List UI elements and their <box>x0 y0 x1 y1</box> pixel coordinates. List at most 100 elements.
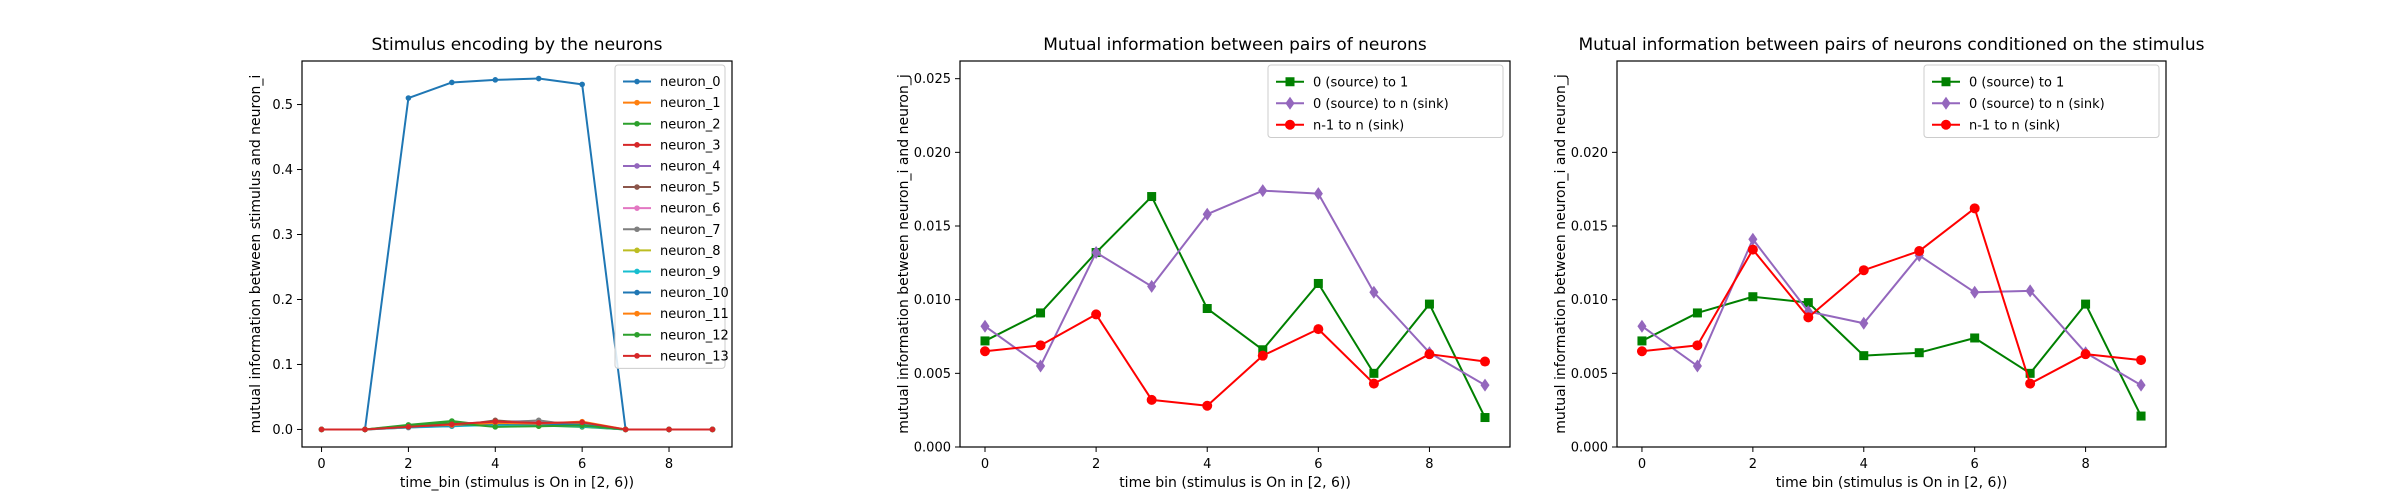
legend-label: neuron_7 <box>660 223 721 238</box>
data-point <box>2136 378 2146 392</box>
data-point <box>492 418 499 425</box>
legend-marker <box>634 353 640 359</box>
series-line-1 <box>984 195 1486 418</box>
legend-marker <box>1941 77 1951 87</box>
series-line-2 <box>1641 238 2142 386</box>
legend-marker <box>634 247 640 254</box>
series-line-3 <box>984 313 1486 407</box>
data-point <box>1369 368 1379 378</box>
data-point <box>1368 378 1379 389</box>
legend-marker <box>634 289 640 296</box>
legend-marker <box>1941 96 1951 110</box>
data-point <box>1257 350 1268 361</box>
legend-label: neuron_12 <box>660 328 729 343</box>
y-tick-label: 0.2 <box>272 293 293 308</box>
x-axis-label: time bin (stimulus is On in [2, 6)) <box>1119 475 1351 491</box>
legend-marker <box>634 163 640 169</box>
legend-marker <box>634 205 640 211</box>
data-point <box>2025 378 2036 389</box>
data-point <box>1637 319 1647 333</box>
y-axis-label: mutual information between neuron_i and … <box>1553 74 1569 434</box>
y-tick-label: 0.5 <box>272 98 293 113</box>
legend-marker <box>1285 119 1295 130</box>
legend-label: neuron_9 <box>660 265 721 280</box>
data-point <box>579 419 585 426</box>
y-tick-label: 0.015 <box>914 220 951 235</box>
data-point <box>2025 368 2035 378</box>
chart-title: Stimulus encoding by the neurons <box>372 35 663 55</box>
x-tick-label: 8 <box>1425 457 1433 472</box>
data-point <box>1692 359 1702 373</box>
x-tick-label: 4 <box>1203 457 1211 472</box>
legend-marker <box>634 226 640 233</box>
legend-label: neuron_11 <box>660 307 729 322</box>
data-point <box>1859 316 1869 330</box>
x-tick-label: 8 <box>665 457 673 472</box>
data-point <box>1969 203 1980 214</box>
data-point <box>2080 349 2091 360</box>
data-point <box>492 424 499 430</box>
series-line-14 <box>321 420 713 431</box>
chart-panel-3: 0 2 4 6 8 0.000 0.005 0.010 0.015 0.020 Mutual inf… <box>1553 35 2205 491</box>
y-tick-label: 0.4 <box>272 163 293 178</box>
y-tick-label: 0.025 <box>914 72 951 87</box>
data-point <box>1480 413 1490 423</box>
data-point <box>1692 340 1703 351</box>
data-point <box>362 426 368 433</box>
legend-marker <box>634 78 640 85</box>
data-point <box>449 79 455 86</box>
data-point <box>709 426 716 433</box>
legend-box <box>1267 64 1504 138</box>
data-point <box>2136 355 2147 366</box>
data-point <box>1035 340 1046 351</box>
data-point <box>1369 285 1379 299</box>
y-tick-label: 0.000 <box>1571 441 1608 456</box>
data-point <box>1202 400 1213 411</box>
x-axis-label: time_bin (stimulus is On in [2, 6)) <box>400 475 634 491</box>
axes-frame <box>301 60 733 448</box>
legend-marker <box>1285 77 1295 87</box>
x-tick-label: 0 <box>981 457 989 472</box>
legend-label: neuron_0 <box>660 75 721 90</box>
data-point <box>318 426 325 433</box>
y-tick-label: 0.000 <box>914 441 951 456</box>
legend-marker <box>634 310 640 317</box>
axes-frame <box>959 60 1511 448</box>
x-tick-label: 2 <box>404 457 412 472</box>
x-tick-label: 6 <box>578 457 586 472</box>
x-tick-label: 2 <box>1092 457 1100 472</box>
legend-label: 0 (source) to n (sink) <box>1313 97 1449 112</box>
data-point <box>2081 299 2091 309</box>
data-point <box>1202 207 1212 221</box>
chart-title: Mutual information between pairs of neur… <box>1579 35 2205 55</box>
data-point <box>1970 285 1980 299</box>
data-point <box>1803 298 1813 308</box>
data-point <box>980 346 990 357</box>
legend-label: 0 (source) to n (sink) <box>1969 97 2105 112</box>
data-point <box>1313 324 1324 335</box>
data-point <box>579 81 585 88</box>
data-point <box>622 426 629 433</box>
data-point <box>1313 278 1323 288</box>
data-point <box>1091 246 1101 260</box>
legend-box <box>1923 64 2160 138</box>
data-point <box>1970 333 1980 343</box>
legend-label: neuron_2 <box>660 117 721 132</box>
y-axis-label: mutual information between neuron_i and … <box>896 74 912 434</box>
data-point <box>1692 308 1702 318</box>
data-point <box>1747 244 1758 255</box>
x-tick-label: 4 <box>491 457 499 472</box>
data-point <box>1914 348 1924 358</box>
x-tick-label: 0 <box>1638 457 1646 472</box>
legend-label: neuron_1 <box>660 96 721 111</box>
x-tick-label: 4 <box>1860 457 1868 472</box>
y-tick-label: 0.1 <box>272 358 293 373</box>
data-point <box>1258 184 1268 198</box>
data-point <box>1858 265 1869 276</box>
data-point <box>1914 246 1925 257</box>
chart-panel-1: 0 2 4 6 8 0.0 0.1 0.2 0.3 0.4 0.5 Stimulus encoding… <box>248 35 733 491</box>
legend-label: neuron_8 <box>660 244 721 259</box>
data-point <box>1146 394 1157 405</box>
data-point <box>492 77 499 83</box>
x-tick-label: 8 <box>2081 457 2089 472</box>
